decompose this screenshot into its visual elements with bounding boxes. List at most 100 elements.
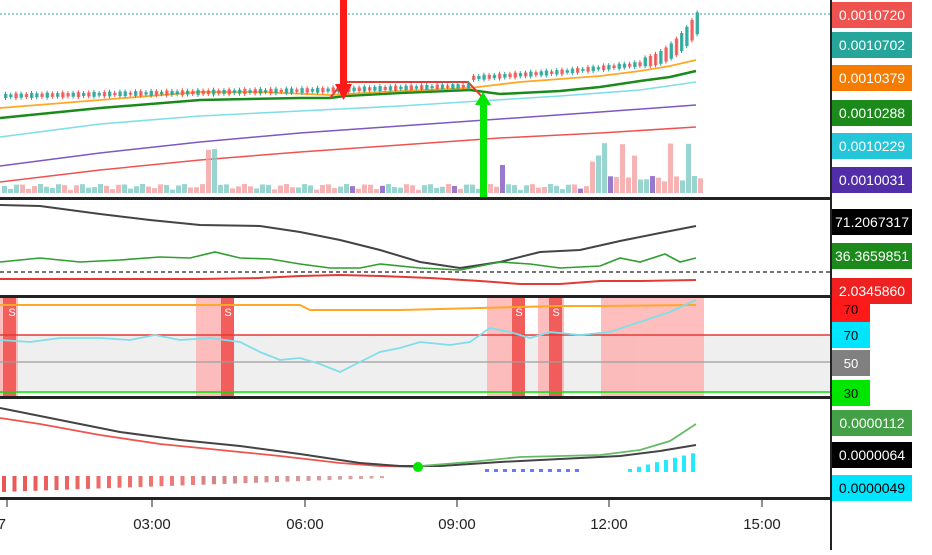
pane-separator[interactable] <box>0 497 830 500</box>
candle-body <box>321 88 325 93</box>
candle-body <box>674 38 679 56</box>
candle-body <box>622 63 627 68</box>
volume-bar <box>518 189 523 193</box>
scale-value-text: 0.0010702 <box>839 37 905 53</box>
macd-hist-bar <box>149 476 153 487</box>
macd-hist-bar <box>75 476 80 490</box>
macd-hist-bar <box>682 455 686 472</box>
volume-bar <box>2 185 7 193</box>
time-label: 03:00 <box>133 516 171 533</box>
candle-body <box>56 93 60 97</box>
candle-body <box>186 90 190 95</box>
candle-body <box>435 84 439 90</box>
candle-body <box>430 86 434 89</box>
candle-body <box>565 70 569 73</box>
volume-bar <box>74 185 79 193</box>
macd-hist-bar <box>637 466 641 472</box>
sell-signal-arrow[interactable] <box>335 0 352 100</box>
candle-body <box>4 93 8 99</box>
candle-body <box>591 66 595 72</box>
volume-bar <box>122 184 127 193</box>
volume-bar <box>644 179 649 193</box>
macd-hist-bar <box>691 453 695 472</box>
pane-separator[interactable] <box>0 197 830 200</box>
candle-body <box>40 93 44 97</box>
oscillator-pane[interactable] <box>0 204 830 285</box>
scale-value-text: 0.0000112 <box>839 415 904 431</box>
macd-hist-bar <box>521 469 525 472</box>
price-scale[interactable]: 0.0010720 0.0010702 0.0010379 0.0010288 0.00… <box>832 2 912 501</box>
rsi-s-marker: S <box>515 307 522 319</box>
scale-value-text: 0.0010720 <box>839 7 905 23</box>
scale-value-text: 70 <box>844 328 858 343</box>
rsi-cyan-line <box>0 299 697 373</box>
macd-hist-bar <box>117 476 122 488</box>
candle-body <box>440 84 445 90</box>
macd-pane[interactable] <box>0 407 697 492</box>
macd-hist-bar <box>191 476 195 486</box>
candles <box>4 10 699 101</box>
candle-body <box>357 87 361 91</box>
candle-body <box>607 65 611 70</box>
candle-body <box>399 86 403 90</box>
volume-bar <box>254 188 259 193</box>
macd-hist-bar <box>628 469 632 472</box>
candle-body <box>550 71 554 74</box>
pane-separator[interactable] <box>0 295 830 298</box>
volume-bar <box>674 176 679 193</box>
scale-value-text: 0.0000049 <box>839 480 905 496</box>
price-pane[interactable] <box>0 0 830 197</box>
macd-hist-bar <box>44 476 48 491</box>
macd-hist-bar <box>254 476 258 483</box>
candle-body <box>654 53 658 66</box>
volume-histogram <box>2 143 703 193</box>
candle-body <box>160 91 164 95</box>
candle-body <box>539 71 543 76</box>
candle-body <box>227 89 231 95</box>
rsi-signal-bars <box>3 298 562 396</box>
osc-green-line <box>0 251 697 271</box>
time-label: 27 <box>0 516 6 533</box>
volume-bar <box>164 184 169 193</box>
scale-value-text: 0.0010379 <box>839 70 905 86</box>
volume-bar <box>62 185 67 193</box>
volume-bar <box>512 185 517 193</box>
rsi-pane[interactable]: S S S S <box>0 298 830 396</box>
volume-bar <box>446 184 451 193</box>
volume-bar <box>182 184 187 193</box>
volume-bar <box>554 185 559 193</box>
macd-hist-bar <box>201 476 206 485</box>
volume-bar <box>440 186 445 193</box>
candle-body <box>82 93 86 96</box>
candle-body <box>123 91 127 97</box>
pane-separator[interactable] <box>0 396 830 399</box>
macd-hist-bar <box>23 476 27 492</box>
volume-bar <box>320 185 325 193</box>
time-axis[interactable]: 27 03:00 06:00 09:00 12:00 15:00 <box>0 500 781 533</box>
macd-hist-bar <box>664 460 668 472</box>
candle-body <box>180 90 185 96</box>
macd-hist-bar <box>548 469 552 472</box>
candle-body <box>326 88 330 92</box>
candle-body <box>258 88 263 94</box>
candle-body <box>602 65 606 71</box>
candle-body <box>482 74 486 80</box>
ma-red-line <box>0 126 697 183</box>
candle-body <box>118 91 122 97</box>
candle-body <box>217 90 221 94</box>
scale-value-label: 0.0000064 <box>832 442 912 468</box>
candle-body <box>529 71 533 77</box>
volume-bar <box>614 176 619 193</box>
candle-body <box>19 93 23 98</box>
candle-body <box>144 92 148 95</box>
scale-value-label: 70 <box>832 322 870 348</box>
candle-body <box>628 63 632 67</box>
volume-bar <box>602 143 607 193</box>
macd-hist-bar <box>646 464 650 472</box>
volume-bar <box>464 184 469 193</box>
macd-hist-bar <box>54 476 59 491</box>
buy-signal-arrow[interactable] <box>475 92 491 197</box>
candle-body <box>513 72 517 78</box>
